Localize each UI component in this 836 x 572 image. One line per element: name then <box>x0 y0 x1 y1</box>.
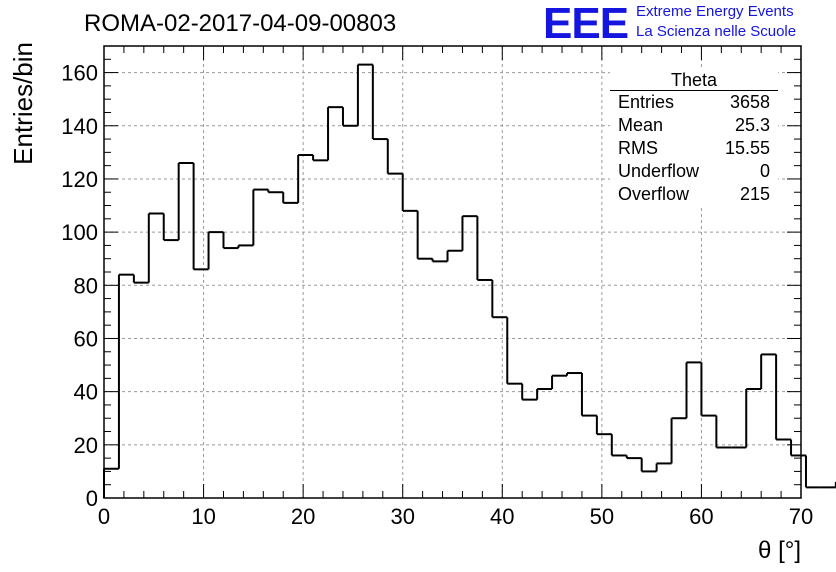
stats-label: Underflow <box>618 161 700 181</box>
stats-value: 215 <box>739 184 770 204</box>
plot-frame <box>103 45 802 499</box>
x-tick-label: 20 <box>291 504 315 529</box>
x-tick-label: 0 <box>98 504 110 529</box>
stats-value: 3658 <box>729 92 770 112</box>
x-tick-label: 50 <box>590 504 614 529</box>
y-axis-label: Entries/bin <box>8 42 38 165</box>
y-tick-label: 160 <box>61 61 98 86</box>
x-tick-label: 60 <box>689 504 713 529</box>
y-tick-label: 120 <box>61 167 98 192</box>
y-tick-label: 140 <box>61 114 98 139</box>
stats-label: Mean <box>618 115 664 135</box>
y-tick-label: 60 <box>74 326 98 351</box>
logo-line-1: Extreme Energy Events <box>636 3 794 20</box>
stats-row-mean: Mean 25.3 <box>610 114 778 137</box>
x-tick-label: 30 <box>390 504 414 529</box>
x-axis-label: θ [°] <box>758 537 801 564</box>
y-tick-label: 20 <box>74 433 98 458</box>
stats-value: 0 <box>759 161 770 181</box>
x-tick-label: 40 <box>490 504 514 529</box>
stats-row-rms: RMS 15.55 <box>610 137 778 160</box>
stats-row-overflow: Overflow 215 <box>610 183 778 206</box>
stats-label: Overflow <box>618 184 690 204</box>
stats-label: Entries <box>618 92 675 112</box>
stats-row-entries: Entries 3658 <box>610 91 778 114</box>
x-tick-label: 70 <box>789 504 813 529</box>
stats-title: Theta <box>610 70 778 91</box>
eee-logo: EEE <box>543 0 629 48</box>
x-tick-label: 10 <box>191 504 215 529</box>
stats-row-underflow: Underflow 0 <box>610 160 778 183</box>
stats-value: 15.55 <box>724 138 770 158</box>
stats-value: 25.3 <box>734 115 770 135</box>
y-tick-label: 80 <box>74 273 98 298</box>
y-tick-label: 0 <box>86 486 98 511</box>
logo-line-2: La Scienza nelle Scuole <box>636 23 797 40</box>
y-tick-label: 40 <box>74 380 98 405</box>
stats-box: Theta Entries 3658 Mean 25.3 RMS 15.55 U… <box>610 70 778 206</box>
stats-label: RMS <box>618 138 658 158</box>
y-tick-label: 100 <box>61 220 98 245</box>
logo-caption: Extreme Energy Events La Scienza nelle S… <box>636 2 796 42</box>
chart-title: ROMA-02-2017-04-09-00803 <box>84 10 397 37</box>
